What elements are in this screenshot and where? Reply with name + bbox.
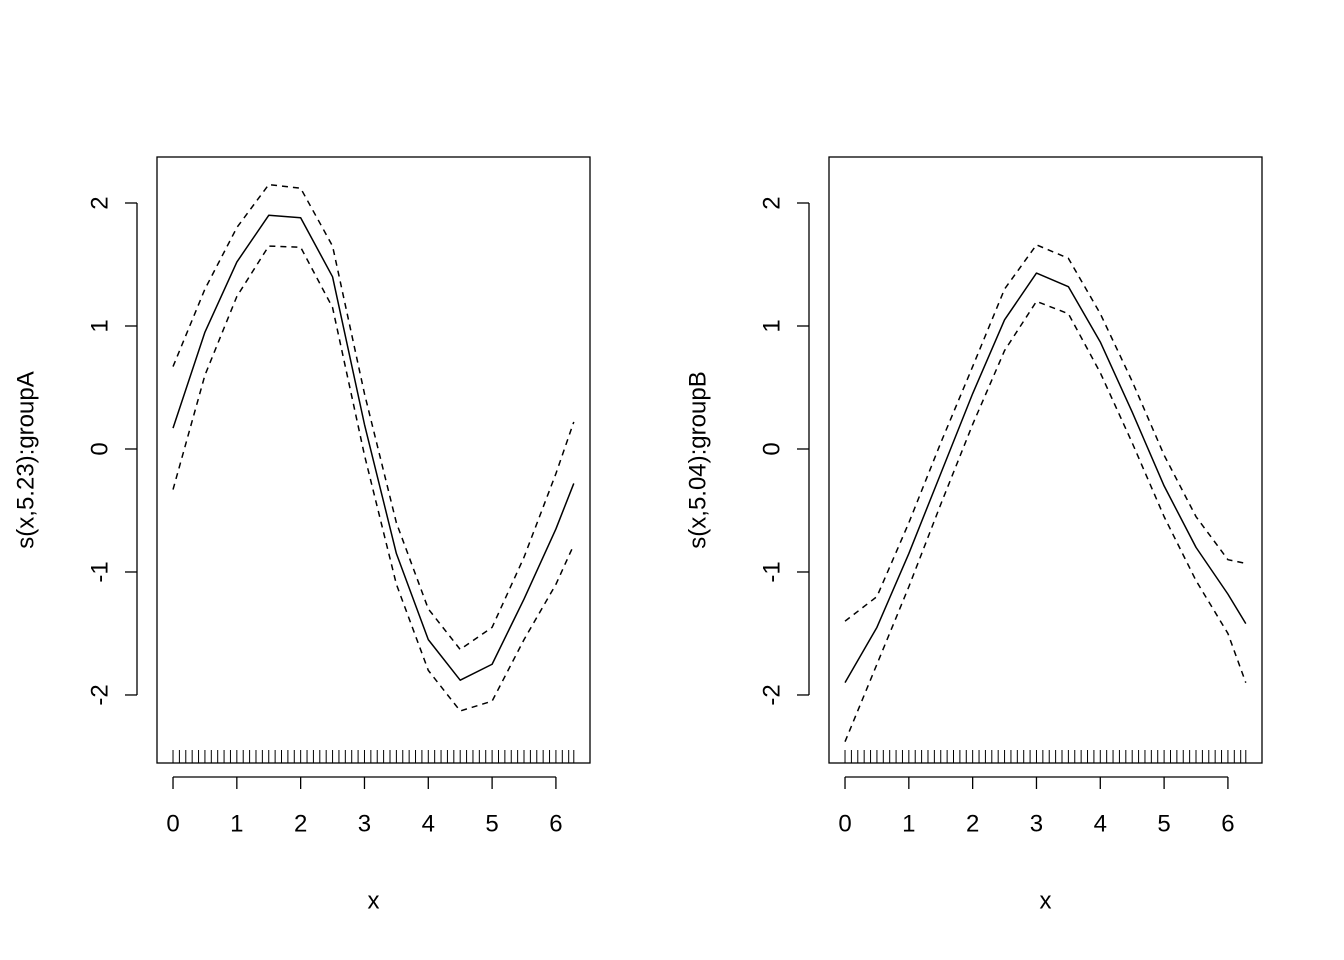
x-tick-label: 5 [485, 810, 498, 837]
x-axis-label: x [368, 887, 380, 914]
x-axis-label: x [1040, 887, 1052, 914]
y-tick-label: 2 [86, 196, 113, 209]
x-tick-label: 0 [838, 810, 851, 837]
x-tick-label: 2 [966, 810, 979, 837]
x-tick-label: 3 [1030, 810, 1043, 837]
y-axis-label: s(x,5.04):groupB [684, 371, 711, 548]
plot-frame [156, 156, 591, 764]
series-line [172, 245, 575, 712]
x-tick-label: 4 [422, 810, 435, 837]
series-line [844, 272, 1247, 684]
x-tick-label: 1 [902, 810, 915, 837]
x-tick-label: 5 [1157, 810, 1170, 837]
series-line [172, 183, 575, 651]
x-tick-label: 3 [358, 810, 371, 837]
y-tick-label: 1 [758, 319, 785, 332]
y-tick-label: -1 [86, 561, 113, 582]
x-tick-label: 4 [1094, 810, 1107, 837]
y-tick-label: 2 [758, 196, 785, 209]
plot-frame [828, 156, 1263, 764]
x-tick-label: 0 [166, 810, 179, 837]
series-line [172, 214, 575, 681]
series-line [844, 244, 1246, 622]
y-axis-label: s(x,5.23):groupA [12, 371, 39, 548]
y-tick-label: -1 [758, 561, 785, 582]
x-tick-label: 6 [1221, 810, 1234, 837]
y-tick-label: -2 [758, 684, 785, 705]
y-tick-label: -2 [86, 684, 113, 705]
y-tick-label: 0 [86, 442, 113, 455]
x-tick-label: 2 [294, 810, 307, 837]
x-tick-label: 1 [230, 810, 243, 837]
series-line [844, 300, 1247, 743]
y-tick-label: 0 [758, 442, 785, 455]
y-tick-label: 1 [86, 319, 113, 332]
x-tick-label: 6 [549, 810, 562, 837]
